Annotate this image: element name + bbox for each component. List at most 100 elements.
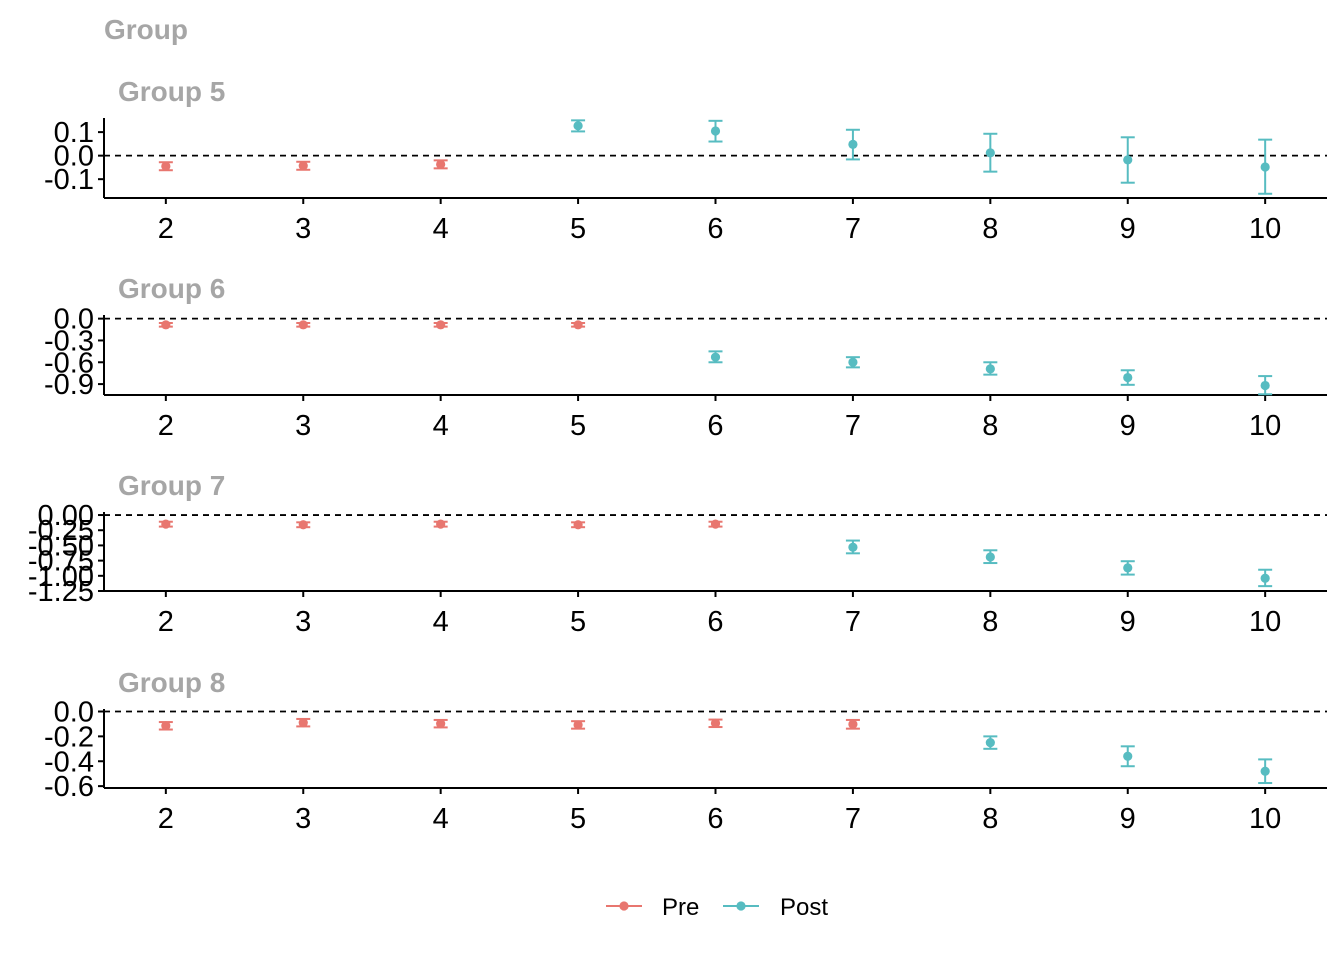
x-tick-label: 9 <box>1120 410 1136 442</box>
y-tick-label: -0.50 <box>28 530 94 562</box>
data-point-post <box>1123 372 1133 383</box>
legend-label: Pre <box>662 894 699 921</box>
x-tick-label: 7 <box>845 803 861 835</box>
x-tick-label: 4 <box>433 410 449 442</box>
y-tick-label: -0.6 <box>44 347 94 379</box>
panel-group-6: Group 6 0.0-0.3-0.6-0.9 2 3 4 5 6 7 8 9 10 <box>44 273 1327 442</box>
data-point-post <box>985 737 995 748</box>
x-tick-label: 6 <box>707 410 723 442</box>
x-tick-label: 4 <box>433 606 449 638</box>
x-tick-label: 10 <box>1249 606 1281 638</box>
x-tick-label: 5 <box>570 213 586 245</box>
y-tick-label: -0.2 <box>44 721 94 753</box>
panel-group-5: Group 5 0.10.0-0.1 2 3 4 5 6 7 8 9 10 <box>44 76 1327 245</box>
data-point-post <box>985 364 995 374</box>
y-tick-label: 0.1 <box>54 117 94 149</box>
y-tick-label: -0.1 <box>44 164 94 196</box>
data-point-pre <box>161 721 171 731</box>
panel-title: Group 5 <box>118 76 225 107</box>
x-tick-label: 8 <box>982 410 998 442</box>
data-point-post <box>1260 766 1270 776</box>
panel-title: Group 6 <box>118 273 225 304</box>
y-tick-label: -0.9 <box>44 369 94 401</box>
y-tick-label: -0.75 <box>28 546 94 578</box>
x-tick-label: 3 <box>295 213 311 245</box>
data-point-pre <box>298 520 308 530</box>
x-tick-label: 8 <box>982 606 998 638</box>
legend-key-point <box>736 901 746 911</box>
x-tick-label: 2 <box>158 213 174 245</box>
data-point-pre <box>298 161 308 171</box>
data-point-post <box>710 352 721 362</box>
page-title: Group <box>104 14 188 45</box>
x-tick-label: 2 <box>158 803 174 835</box>
x-tick-label: 10 <box>1249 410 1281 442</box>
data-point-pre <box>161 519 171 529</box>
data-point-post <box>573 121 583 131</box>
data-point-pre <box>161 320 171 330</box>
data-point-pre <box>436 159 446 169</box>
data-point-post <box>1260 162 1270 172</box>
x-tick-label: 3 <box>295 410 311 442</box>
y-tick-label: 0.0 <box>54 304 94 336</box>
panel-title: Group 7 <box>118 470 225 501</box>
x-tick-label: 9 <box>1120 213 1136 245</box>
data-point-post <box>1260 573 1270 583</box>
y-tick-label: -0.25 <box>28 515 94 547</box>
data-point-pre <box>436 519 446 529</box>
data-point-post <box>848 357 858 367</box>
legend-item-pre: Pre <box>606 894 699 921</box>
panel-group-7: Group 7 0.00-0.25-0.50-0.75-1.00-1.25 2 3 4 5… <box>28 470 1327 638</box>
data-point-pre <box>710 519 721 529</box>
data-point-post <box>1123 563 1133 573</box>
y-tick-label: -1.25 <box>28 576 94 608</box>
legend-item-post: Post <box>723 894 828 921</box>
data-point-pre <box>436 320 446 330</box>
x-tick-label: 10 <box>1249 803 1281 835</box>
x-tick-label: 6 <box>707 213 723 245</box>
y-tick-label: -0.3 <box>44 325 94 357</box>
data-point-post <box>848 139 858 149</box>
x-tick-label: 5 <box>570 606 586 638</box>
x-tick-label: 4 <box>433 213 449 245</box>
y-tick-label: 0.00 <box>38 500 94 532</box>
data-point-post <box>985 552 995 562</box>
x-tick-label: 8 <box>982 803 998 835</box>
x-tick-label: 2 <box>158 606 174 638</box>
x-tick-label: 9 <box>1120 803 1136 835</box>
data-point-post <box>848 542 858 552</box>
x-tick-label: 4 <box>433 803 449 835</box>
legend-key-point <box>619 901 629 911</box>
data-point-pre <box>710 718 721 728</box>
x-tick-label: 8 <box>982 213 998 245</box>
data-point-post <box>1260 380 1270 391</box>
x-tick-label: 3 <box>295 803 311 835</box>
data-point-post <box>1123 155 1133 165</box>
data-point-pre <box>436 719 446 729</box>
x-tick-label: 6 <box>707 803 723 835</box>
panel-title: Group 8 <box>118 667 225 698</box>
data-point-post <box>710 126 721 136</box>
x-tick-label: 7 <box>845 213 861 245</box>
y-tick-label: -1.00 <box>28 561 94 593</box>
x-tick-label: 7 <box>845 410 861 442</box>
x-tick-label: 10 <box>1249 213 1281 245</box>
data-point-pre <box>573 520 583 530</box>
y-tick-label: -0.6 <box>44 771 94 803</box>
data-point-pre <box>298 718 308 728</box>
data-point-pre <box>161 161 171 171</box>
y-tick-label: -0.4 <box>44 746 94 778</box>
x-tick-label: 5 <box>570 803 586 835</box>
legend-label: Post <box>780 894 828 921</box>
data-point-pre <box>848 719 858 729</box>
x-tick-label: 9 <box>1120 606 1136 638</box>
x-tick-label: 7 <box>845 606 861 638</box>
y-tick-label: 0.0 <box>54 141 94 173</box>
x-tick-label: 6 <box>707 606 723 638</box>
data-point-pre <box>573 720 583 730</box>
x-tick-label: 2 <box>158 410 174 442</box>
panel-group-8: Group 8 0.0-0.2-0.4-0.6 2 3 4 5 6 7 8 9 10 <box>44 667 1327 835</box>
x-tick-label: 3 <box>295 606 311 638</box>
